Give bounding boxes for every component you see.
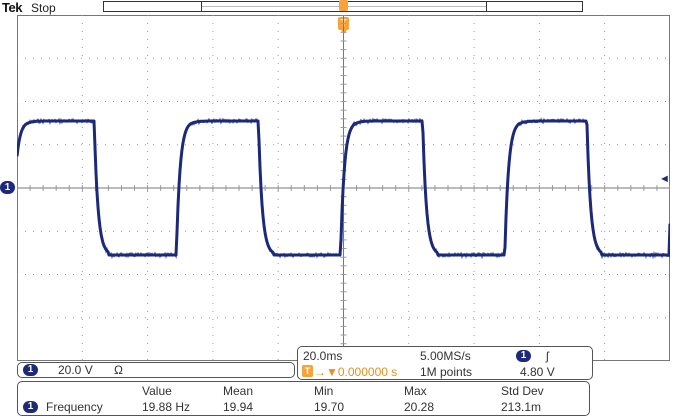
meas-max: 20.28: [404, 400, 435, 414]
acquisition-status: Stop: [31, 1, 56, 15]
trigger-delay-icon: T: [302, 365, 313, 377]
measurement-panel[interactable]: Value Mean Min Max Std Dev 1 Frequency 1…: [17, 381, 590, 416]
meas-header-mean: Mean: [223, 384, 254, 398]
trigger-delay: →▼0.000000 s: [314, 365, 398, 379]
meas-std-dev: 213.1m: [501, 400, 542, 414]
record-length: 1M points: [420, 365, 473, 379]
trigger-source-badge: 1: [516, 350, 531, 362]
impedance-icon: Ω: [114, 363, 123, 377]
meas-channel-badge: 1: [23, 401, 38, 413]
channel-1-badge[interactable]: 1: [23, 364, 38, 376]
sample-rate: 5.00MS/s: [420, 349, 471, 363]
meas-min: 19.70: [314, 400, 345, 414]
top-status-bar: Tek Stop: [0, 0, 694, 16]
channel-1-ground-marker[interactable]: 1: [0, 181, 15, 194]
meas-header-value: Value: [142, 384, 172, 398]
waveform-display[interactable]: [17, 15, 670, 361]
trigger-position-marker[interactable]: [339, 0, 348, 11]
time-per-division: 20.0ms: [303, 349, 343, 363]
meas-value: 19.88 Hz: [142, 400, 191, 414]
meas-name[interactable]: Frequency: [46, 400, 103, 414]
trigger-slope-icon: ʃ: [546, 349, 549, 363]
meas-header-std-dev: Std Dev: [501, 384, 544, 398]
meas-header-max: Max: [404, 384, 427, 398]
meas-mean: 19.94: [223, 400, 254, 414]
trigger-level: 4.80 V: [520, 365, 555, 379]
trigger-level-arrow-icon[interactable]: ◄: [659, 173, 670, 185]
meas-header-min: Min: [314, 384, 334, 398]
vertical-scale-panel[interactable]: 1 20.0 V Ω: [17, 362, 295, 378]
channel-1-trace-noise: [17, 117, 670, 260]
channel-1-scale: 20.0 V: [58, 363, 93, 377]
horizontal-trigger-panel[interactable]: 20.0ms 5.00MS/s 1 ʃ T →▼0.000000 s 1M po…: [297, 346, 593, 380]
brand-logo: Tek: [2, 0, 22, 15]
graticule-ticks: [17, 15, 670, 361]
